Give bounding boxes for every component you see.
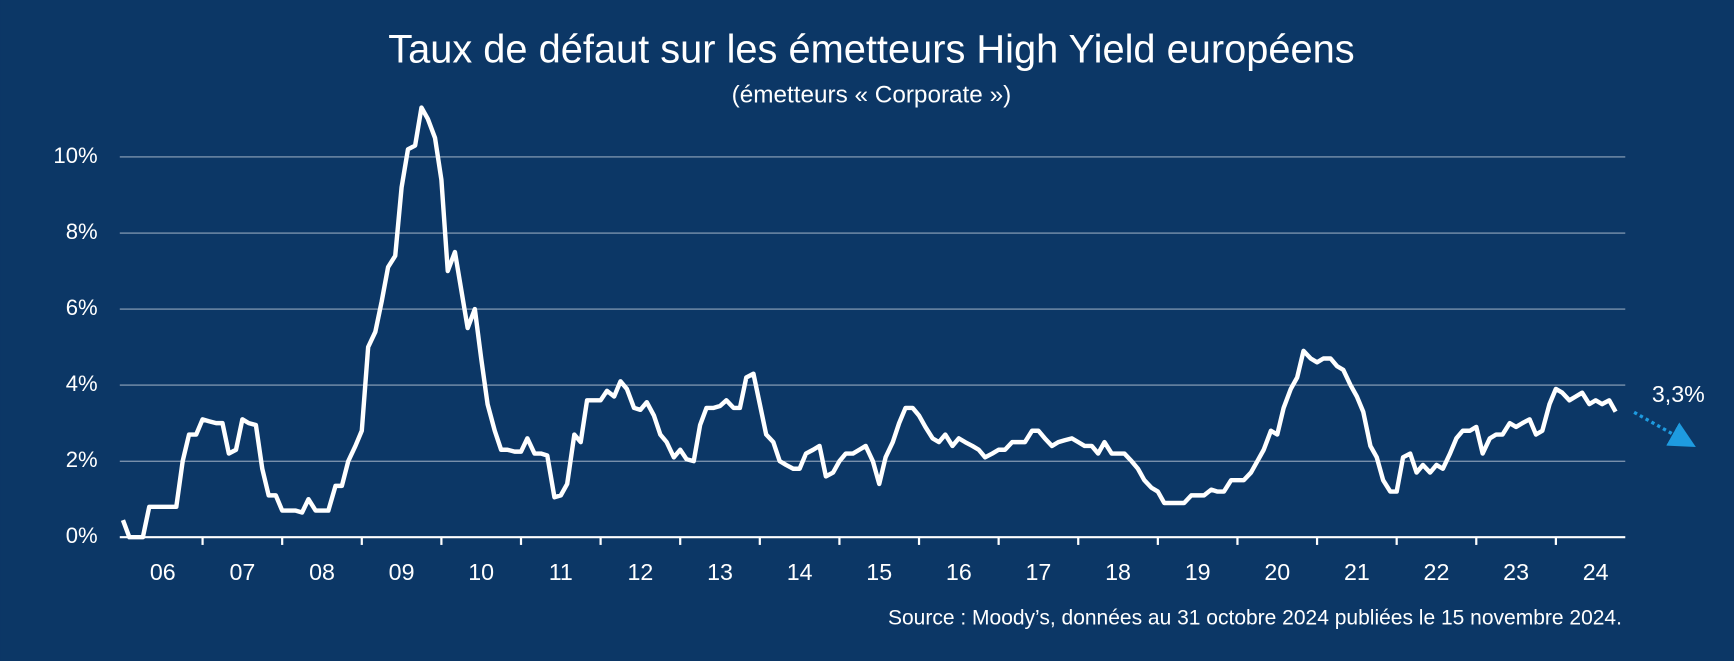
data-line — [120, 105, 1618, 540]
x-tick-label: 17 — [1026, 559, 1052, 585]
chart-title: Taux de défaut sur les émetteurs High Yi… — [388, 27, 1354, 71]
x-tick-label: 13 — [707, 559, 733, 585]
annotation: 3,3% — [1652, 381, 1705, 407]
x-tick-label: 06 — [150, 559, 176, 585]
x-tick-label: 21 — [1344, 559, 1370, 585]
x-tick-label: 24 — [1583, 559, 1609, 585]
y-tick-label: 8% — [66, 219, 98, 244]
x-tick-label: 11 — [549, 559, 573, 585]
chart-subtitle: (émetteurs « Corporate ») — [732, 82, 1012, 109]
x-tick-label: 14 — [787, 559, 813, 585]
y-tick-label: 6% — [66, 295, 98, 320]
x-tick-label: 09 — [389, 559, 415, 585]
x-tick-label: 16 — [946, 559, 972, 585]
y-tick-label: 4% — [66, 371, 98, 396]
x-tick-label: 12 — [628, 559, 654, 585]
x-tick-label: 20 — [1264, 559, 1290, 585]
source-note: Source : Moody’s, données au 31 octobre … — [888, 607, 1622, 630]
x-tick-label: 22 — [1424, 559, 1450, 585]
x-tick-label: 18 — [1105, 559, 1131, 585]
x-tick-label: 23 — [1503, 559, 1529, 585]
y-tick-label: 2% — [66, 447, 98, 472]
x-tick-label: 07 — [229, 559, 255, 585]
y-tick-label: 0% — [66, 523, 98, 548]
x-tick-label: 15 — [866, 559, 892, 585]
x-tick-label: 10 — [468, 559, 494, 585]
x-tick-label: 19 — [1185, 559, 1211, 585]
x-tick-label: 08 — [309, 559, 335, 585]
y-tick-label: 10% — [53, 143, 97, 168]
